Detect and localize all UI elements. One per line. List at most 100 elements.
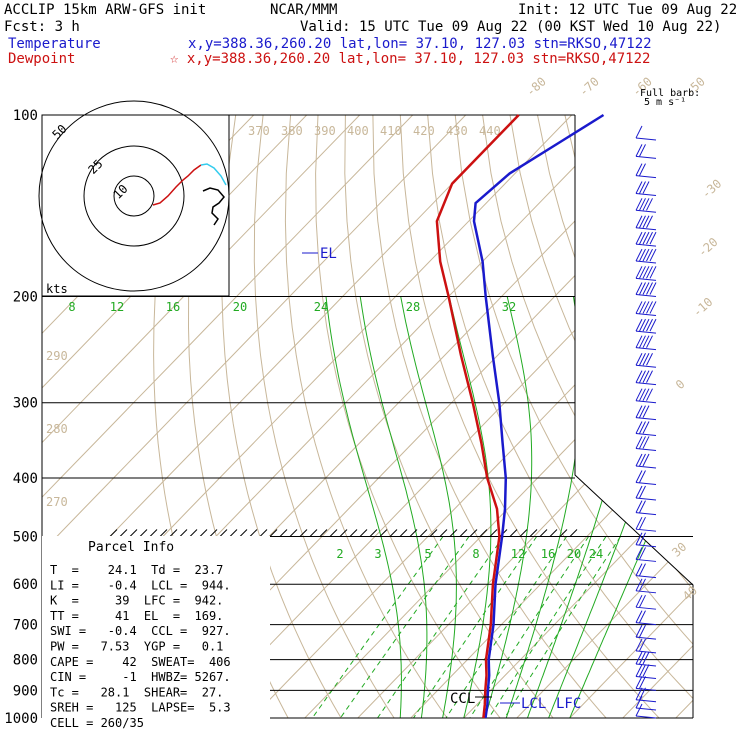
dry-adiabat-line	[315, 115, 501, 718]
theta-label: 270	[46, 495, 68, 509]
wind-barb	[635, 695, 657, 711]
mixing-ratio-labels: 8 12 16 20 24 28 32 2 3 5 8 12 16 20 24	[68, 300, 603, 561]
sounding-profiles	[435, 113, 605, 719]
tropopause-hatch	[339, 529, 348, 537]
moist-adiabat-line	[548, 296, 693, 718]
isotherm-line	[357, 115, 693, 718]
parcel-info-row: CIN = -1 HWBZ= 5267.	[50, 670, 231, 684]
tropopause-hatch	[149, 529, 158, 537]
wind-barb	[635, 453, 657, 469]
temperature-profile	[472, 113, 605, 719]
tropopause-hatch	[419, 529, 428, 537]
wind-barb	[635, 318, 657, 334]
parcel-info-row: T = 24.1 Td = 23.7	[50, 563, 223, 577]
pressure-tick-label: 400	[13, 471, 38, 487]
mixing-ratio-line	[445, 536, 568, 718]
isotherm-line	[42, 115, 467, 718]
tropopause-hatch	[269, 529, 278, 537]
mixing-ratio-line	[311, 536, 444, 718]
header-center: NCAR/MMM	[270, 2, 337, 18]
mixing-ratio-line	[377, 536, 504, 718]
pressure-tick-label: 300	[13, 396, 38, 412]
parcel-info-row: CELL = 260/35	[50, 716, 144, 730]
pressure-tick-label: 1000	[4, 711, 38, 727]
isotherm-label: 0	[673, 377, 688, 392]
isotherm-line	[463, 115, 693, 718]
tropopause-hatch	[249, 529, 258, 537]
dry-adiabat-line	[399, 115, 660, 718]
hodograph-trace-low	[202, 187, 225, 226]
tropopause-hatch	[109, 529, 118, 537]
dry-adiabat-line	[482, 115, 693, 718]
mixing-ratio-line	[413, 536, 538, 718]
wind-barb	[635, 687, 657, 703]
mixing-ratio-label: 24	[589, 547, 603, 561]
theta-label: 440	[479, 124, 501, 138]
header-title: ACCLIP 15km ARW-GFS init	[4, 2, 206, 18]
wind-barb	[635, 405, 657, 421]
moist-adiabat-line	[526, 296, 641, 718]
tropopause-hatch	[199, 529, 208, 537]
mixing-ratio-label: 3	[374, 547, 381, 561]
theta-label: 430	[446, 124, 468, 138]
moist-adiabat-label: 12	[110, 300, 124, 314]
tropopause-hatch	[379, 529, 388, 537]
theta-label: 290	[46, 349, 68, 363]
moist-adiabat-line	[359, 296, 428, 718]
header-valid: Valid: 15 UTC Tue 09 Aug 22 (00 KST Wed …	[300, 19, 721, 35]
tropopause-hatch	[309, 529, 318, 537]
pressure-tick-label: 800	[13, 653, 38, 669]
wind-barb	[635, 516, 657, 532]
theta-label: 410	[380, 124, 402, 138]
tropopause-hatch	[329, 529, 338, 537]
tropopause-hatch	[369, 529, 378, 537]
tropopause-hatch	[529, 529, 538, 537]
isotherm-line	[42, 115, 361, 718]
tropopause-hatch	[489, 529, 498, 537]
tropopause-hatch	[519, 529, 528, 537]
isotherm-line	[198, 115, 693, 718]
dry-adiabat-line	[344, 115, 554, 718]
el-label: EL	[320, 246, 337, 262]
isotherm-line	[42, 115, 308, 718]
wind-barb	[635, 144, 657, 159]
tropopause-hatch	[449, 529, 458, 537]
tropopause-hatch	[399, 529, 408, 537]
mixing-ratio-line	[504, 536, 621, 718]
isotherm-label: 40	[680, 583, 700, 603]
theta-label: 370	[248, 124, 270, 138]
tropopause-hatch	[229, 529, 238, 537]
wind-barb	[635, 370, 657, 386]
parcel-info-row: LI = -0.4 LCL = 944.	[50, 578, 231, 592]
mixing-ratio-label: 16	[541, 547, 555, 561]
tropopause-hatch	[409, 529, 418, 537]
temperature-station-info: x,y=388.36,260.20 lat,lon= 37.10, 127.03…	[188, 36, 652, 52]
tropopause-hatch	[169, 529, 178, 537]
pressure-tick-label: 700	[13, 618, 38, 634]
moist-adiabat-label: 20	[233, 300, 247, 314]
tropopause-hatch	[209, 529, 218, 537]
tropopause-hatch	[299, 529, 308, 537]
isotherm-label: -80	[523, 74, 548, 99]
pressure-tick-label: 600	[13, 577, 38, 593]
theta-label: 420	[413, 124, 435, 138]
wind-barb	[635, 578, 657, 594]
pressure-tick-label: 500	[13, 529, 38, 545]
dry-adiabat-line	[646, 115, 693, 718]
parcel-info-row: K = 39 LFC = 942.	[50, 594, 223, 608]
dry-adiabat-line	[372, 115, 607, 718]
lfc-label: LFC	[556, 696, 581, 712]
wind-barb	[635, 547, 657, 562]
wind-barbs	[635, 125, 657, 719]
wind-barb	[635, 353, 657, 368]
parcel-info-row: TT = 41 EL = 169.	[50, 609, 223, 623]
ccl-label: CCL	[450, 691, 475, 707]
temperature-legend-label: Temperature	[8, 36, 101, 52]
mixing-ratio-label: 8	[472, 547, 479, 561]
wind-barb	[635, 198, 657, 213]
isotherm-label: 30	[669, 540, 689, 560]
dry-adiabat-line	[253, 115, 395, 718]
level-markers: EL CCL LCL LFC	[302, 246, 581, 712]
mixing-ratio-line	[339, 536, 470, 718]
dewpoint-profile	[435, 114, 520, 719]
